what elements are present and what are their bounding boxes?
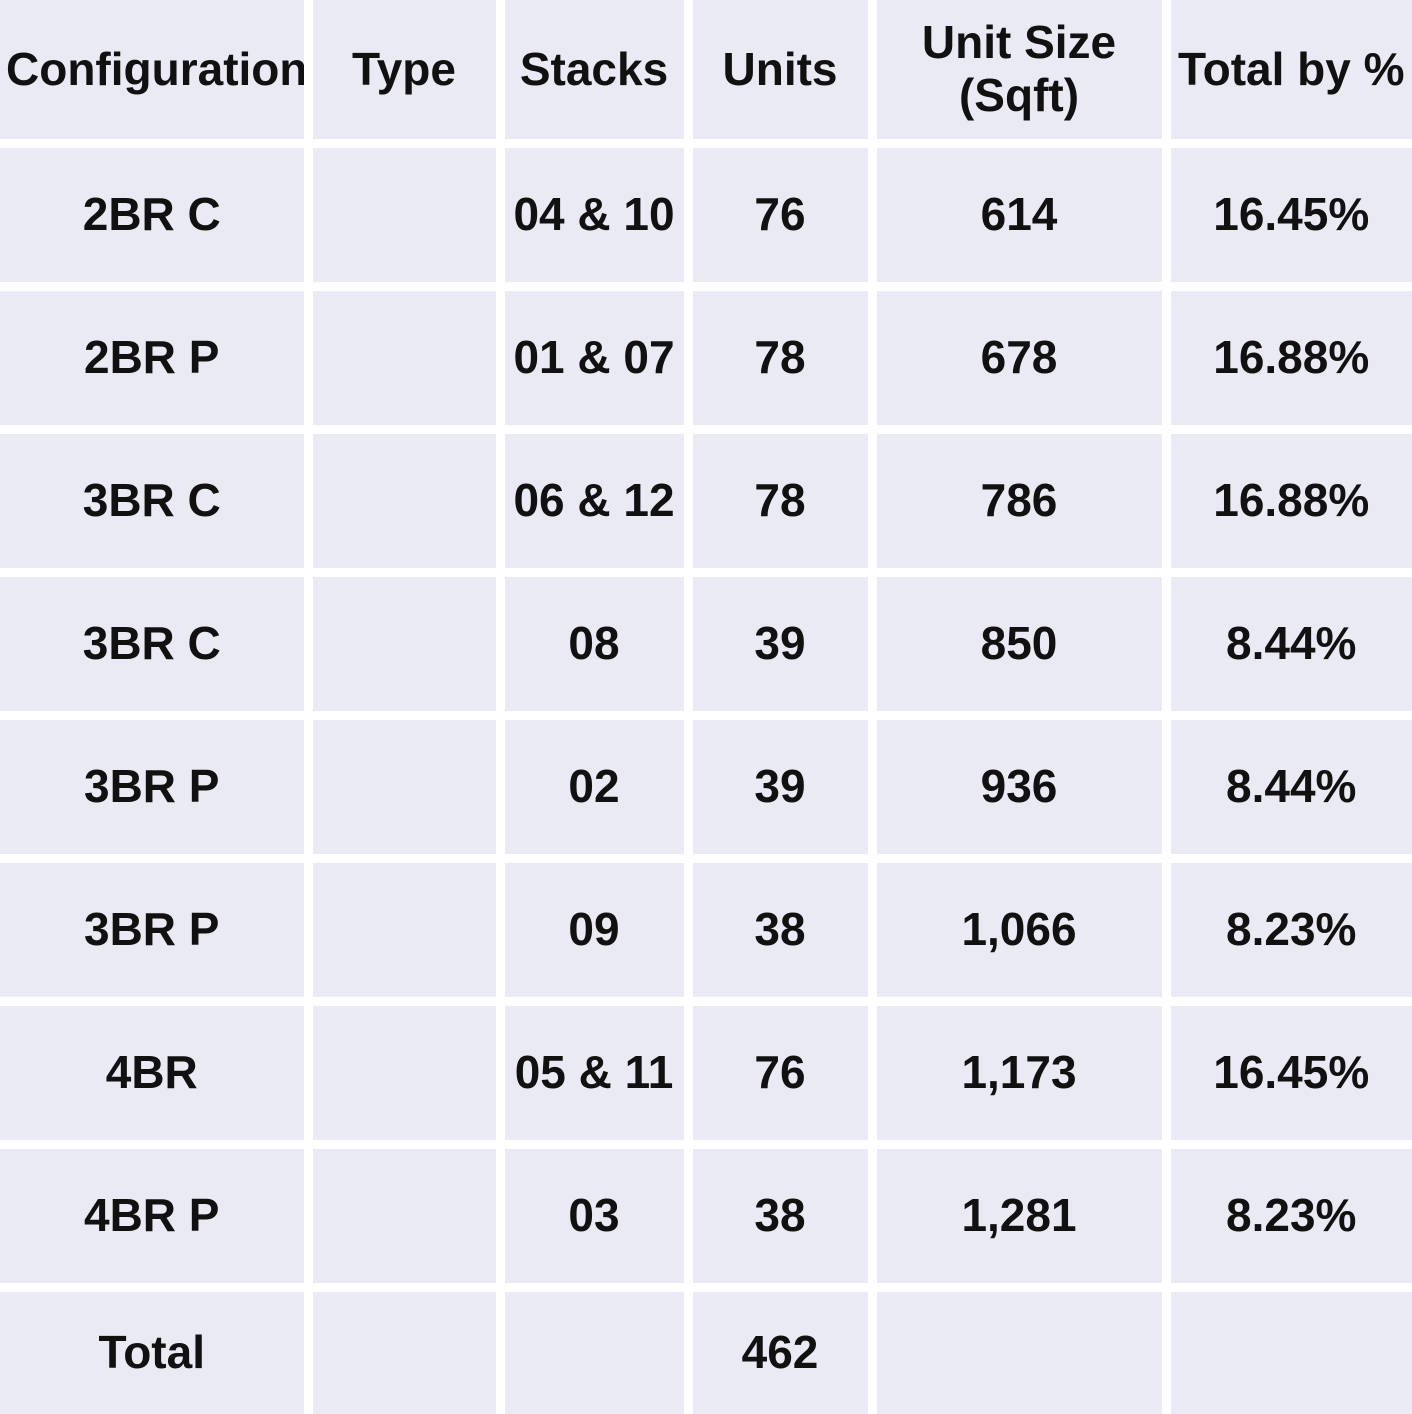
cell-stacks: 06 & 12 [495, 424, 693, 577]
cell-stacks [495, 1282, 693, 1414]
cell-configuration: 3BR C [0, 424, 313, 577]
table-row: 2BR C 04 & 10 76 614 16.45% [0, 138, 1412, 291]
cell-type [303, 281, 505, 434]
table-row: 3BR P 09 38 1,066 8.23% [0, 853, 1412, 1006]
cell-configuration: 4BR P [0, 1139, 313, 1292]
cell-units: 39 [683, 567, 877, 720]
cell-type [303, 1282, 505, 1414]
cell-units: 38 [683, 1139, 877, 1292]
cell-total-pct: 16.45% [1161, 996, 1412, 1149]
cell-type [303, 1139, 505, 1292]
cell-configuration: 3BR C [0, 567, 313, 720]
cell-configuration: 4BR [0, 996, 313, 1149]
cell-total-pct: 8.44% [1161, 567, 1412, 720]
cell-total-label: Total [0, 1282, 313, 1414]
table-row: 2BR P 01 & 07 78 678 16.88% [0, 281, 1412, 434]
cell-total-pct: 8.23% [1161, 1139, 1412, 1292]
total-row: Total 462 [0, 1282, 1412, 1414]
cell-total-pct: 16.88% [1161, 281, 1412, 434]
cell-total-pct: 16.45% [1161, 138, 1412, 291]
cell-unit-size [867, 1282, 1171, 1414]
cell-configuration: 3BR P [0, 853, 313, 1006]
col-header-configuration: Configuration [0, 0, 313, 148]
cell-unit-size: 614 [867, 138, 1171, 291]
table-row: 4BR 05 & 11 76 1,173 16.45% [0, 996, 1412, 1149]
cell-unit-size: 1,066 [867, 853, 1171, 1006]
cell-total-pct: 8.23% [1161, 853, 1412, 1006]
cell-unit-size: 786 [867, 424, 1171, 577]
col-header-type: Type [303, 0, 505, 148]
table-row: 3BR P 02 39 936 8.44% [0, 710, 1412, 863]
cell-units: 78 [683, 281, 877, 434]
cell-units: 39 [683, 710, 877, 863]
table-row: 3BR C 06 & 12 78 786 16.88% [0, 424, 1412, 577]
cell-type [303, 710, 505, 863]
col-header-units: Units [683, 0, 877, 148]
cell-unit-size: 1,281 [867, 1139, 1171, 1292]
cell-units-total: 462 [683, 1282, 877, 1414]
table-row: 3BR C 08 39 850 8.44% [0, 567, 1412, 720]
cell-configuration: 3BR P [0, 710, 313, 863]
cell-unit-size: 850 [867, 567, 1171, 720]
cell-type [303, 424, 505, 577]
cell-stacks: 09 [495, 853, 693, 1006]
cell-stacks: 03 [495, 1139, 693, 1292]
table-row: 4BR P 03 38 1,281 8.23% [0, 1139, 1412, 1292]
header-row: Configuration Type Stacks Units Unit Siz… [0, 0, 1412, 148]
cell-total-pct: 8.44% [1161, 710, 1412, 863]
cell-unit-size: 936 [867, 710, 1171, 863]
cell-configuration: 2BR C [0, 138, 313, 291]
cell-units: 78 [683, 424, 877, 577]
col-header-unit-size: Unit Size (Sqft) [867, 0, 1171, 148]
cell-units: 38 [683, 853, 877, 1006]
cell-type [303, 567, 505, 720]
cell-unit-size: 1,173 [867, 996, 1171, 1149]
cell-type [303, 853, 505, 1006]
cell-total-pct: 16.88% [1161, 424, 1412, 577]
cell-stacks: 01 & 07 [495, 281, 693, 434]
cell-total-pct [1161, 1282, 1412, 1414]
cell-type [303, 996, 505, 1149]
cell-units: 76 [683, 996, 877, 1149]
col-header-stacks: Stacks [495, 0, 693, 148]
cell-type [303, 138, 505, 291]
cell-stacks: 08 [495, 567, 693, 720]
cell-stacks: 04 & 10 [495, 138, 693, 291]
cell-unit-size: 678 [867, 281, 1171, 434]
cell-units: 76 [683, 138, 877, 291]
col-header-total-pct: Total by % [1161, 0, 1412, 148]
cell-configuration: 2BR P [0, 281, 313, 434]
cell-stacks: 05 & 11 [495, 996, 693, 1149]
cell-stacks: 02 [495, 710, 693, 863]
